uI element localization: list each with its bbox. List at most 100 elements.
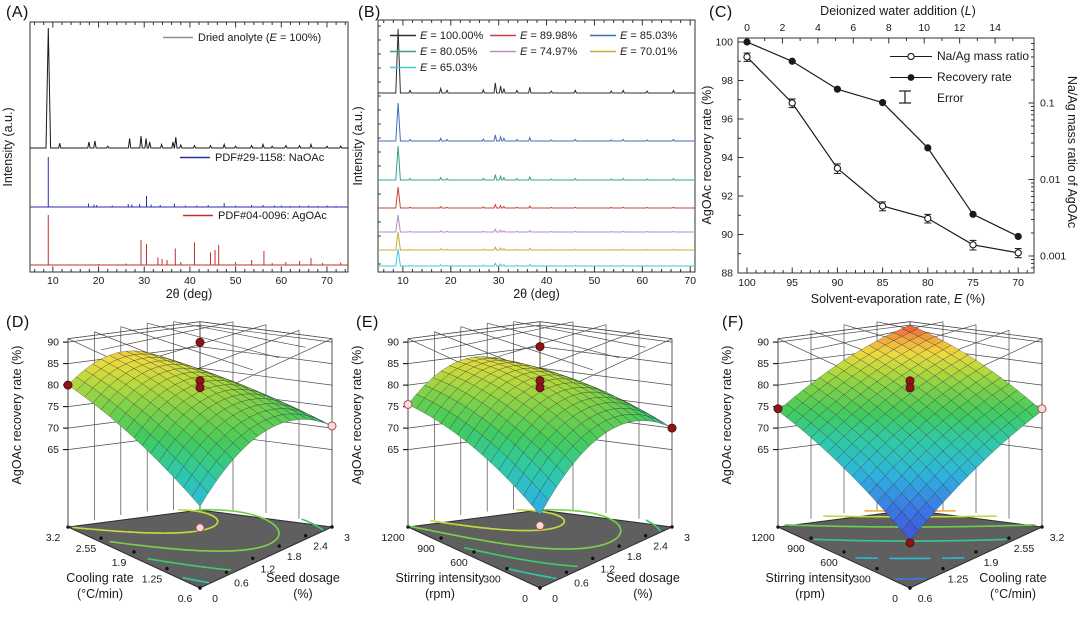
na-ag-ratio-line — [746, 56, 1019, 254]
tick-label: 2 — [780, 22, 786, 34]
floor-tick — [251, 556, 255, 561]
floor-contour — [501, 554, 506, 558]
chart-shape: E — [270, 32, 278, 44]
floor-contour — [597, 544, 603, 547]
floor-contour — [186, 564, 194, 567]
chart-shape: = 74.97% — [527, 46, 577, 58]
tick-label: 92 — [721, 191, 733, 203]
z-axis-tick-label: 65 — [47, 444, 59, 456]
left-axis-tick-label: 0 — [892, 593, 898, 605]
left-axis-tick-label: 1200 — [751, 532, 775, 544]
floor-contour — [588, 545, 596, 549]
left-axis-title: Stirring intensity — [396, 571, 486, 585]
na-ag-ratio-marker — [833, 164, 842, 172]
chart-shape — [513, 321, 646, 348]
tick-label: 50 — [589, 275, 601, 287]
floor-contour — [520, 570, 527, 574]
chart-shape: Solvent-evaporation rate, — [811, 292, 954, 306]
chart-shape: L — [965, 4, 972, 18]
right-axis-title: Seed dosage — [266, 571, 340, 585]
floor-contour — [130, 543, 138, 546]
xrd-trace — [378, 248, 695, 267]
chart-shape: = 70.01% — [627, 46, 677, 58]
floor-tick — [99, 536, 103, 540]
floor-contour — [464, 536, 470, 539]
floor-tick — [224, 570, 229, 574]
floor-tick — [198, 586, 202, 590]
recovery-rate-marker — [1014, 232, 1022, 241]
right-axis-tick-label: 0.6 — [234, 577, 249, 589]
left-axis-tick-label: 300 — [483, 574, 501, 586]
tick-label: 0.001 — [1040, 251, 1066, 263]
left-axis-tick-label: 0.6 — [178, 593, 193, 605]
right-axis-title: (%) — [633, 587, 652, 601]
tick-label: 40 — [541, 275, 553, 287]
design-point-open — [1037, 404, 1047, 414]
chart-shape: = 89.98% — [527, 30, 577, 42]
na-ag-ratio-marker — [743, 53, 751, 61]
floor-tick — [472, 550, 476, 554]
floor-contour — [464, 547, 470, 550]
panel-c-line-chart: 100 95 90 85 80 75 70 0 2 4 6 8 10 12 14 88 90 92 94 96 98 10… — [700, 4, 1079, 306]
tick-label: 4 — [815, 22, 821, 34]
design-point-open — [403, 399, 413, 409]
legend-label: Na/Ag mass ratio — [937, 49, 1029, 63]
floor-contour — [477, 550, 483, 553]
legend-label: E = 85.03% — [620, 30, 677, 42]
response-surface — [407, 356, 673, 516]
panel-label-c: (C) — [709, 4, 733, 21]
right-axis-tick-label: 2.4 — [313, 541, 328, 553]
response-surface — [67, 350, 333, 507]
left-axis-title: AgOAc recovery rate (%) — [700, 86, 714, 225]
legend-label: E = 74.97% — [520, 46, 577, 58]
legend-label: Error — [937, 91, 964, 105]
z-axis-tick-label: 65 — [757, 444, 769, 456]
right-axis-tick-label: 3 — [684, 532, 690, 544]
chart-shape: = 100.00% — [427, 30, 483, 42]
tick-label: 90 — [721, 229, 733, 241]
xrd-trace — [378, 231, 695, 251]
na-ag-ratio-marker — [924, 214, 932, 223]
tick-label: 40 — [184, 275, 196, 287]
left-axis-tick-label: 1.9 — [112, 557, 127, 569]
chart-shape: (%) — [962, 292, 985, 306]
na-ag-ratio-marker — [878, 202, 887, 210]
floor-tick — [643, 533, 648, 538]
floor-tick — [591, 556, 595, 561]
z-axis-tick-label: 85 — [757, 358, 769, 370]
floor-contour — [146, 545, 154, 548]
legend-label: Dried anolyte (E = 100%) — [198, 32, 321, 44]
panel-label-e: (E) — [356, 314, 379, 331]
xrd-trace — [378, 214, 695, 233]
right-axis-tick-label: 0 — [212, 593, 218, 605]
floor-contour — [409, 525, 415, 528]
floor-contour — [182, 577, 190, 580]
tick-label: 95 — [786, 277, 798, 289]
right-axis-tick-label: 2.4 — [653, 541, 668, 553]
tick-label: 60 — [636, 275, 648, 287]
tick-label: 60 — [275, 275, 287, 287]
xrd-trace — [378, 28, 695, 94]
floor-contour — [192, 579, 200, 582]
floor-tick — [439, 536, 443, 540]
left-axis-title: Stirring intensity — [766, 571, 856, 585]
panel-d-surface-chart: 0.6 1.25 1.9 2.55 3.2 0 0.6 1.2 1.8 2.4 3 65 70 75 80 8… — [10, 321, 350, 605]
floor-contour — [539, 574, 547, 578]
panel-label-f: (F) — [722, 314, 744, 331]
floor-tick — [564, 570, 569, 574]
floor-contour — [196, 565, 204, 568]
design-point-open — [327, 421, 337, 431]
panel-label-d: (D) — [6, 314, 30, 331]
contour-floor — [776, 509, 1044, 590]
legend-open-circle — [907, 52, 915, 61]
design-point-filled — [535, 342, 545, 352]
tick-label: 98 — [721, 75, 733, 87]
left-axis-title: Cooling rate — [66, 571, 133, 585]
floor-contour — [509, 543, 517, 547]
tick-label: 96 — [721, 114, 733, 126]
floor-contour — [476, 538, 483, 542]
na-ag-ratio-marker — [1014, 249, 1022, 257]
panel-label-a: (A) — [6, 4, 29, 21]
tick-label: 70 — [1012, 277, 1024, 289]
tick-label: 20 — [93, 275, 105, 287]
